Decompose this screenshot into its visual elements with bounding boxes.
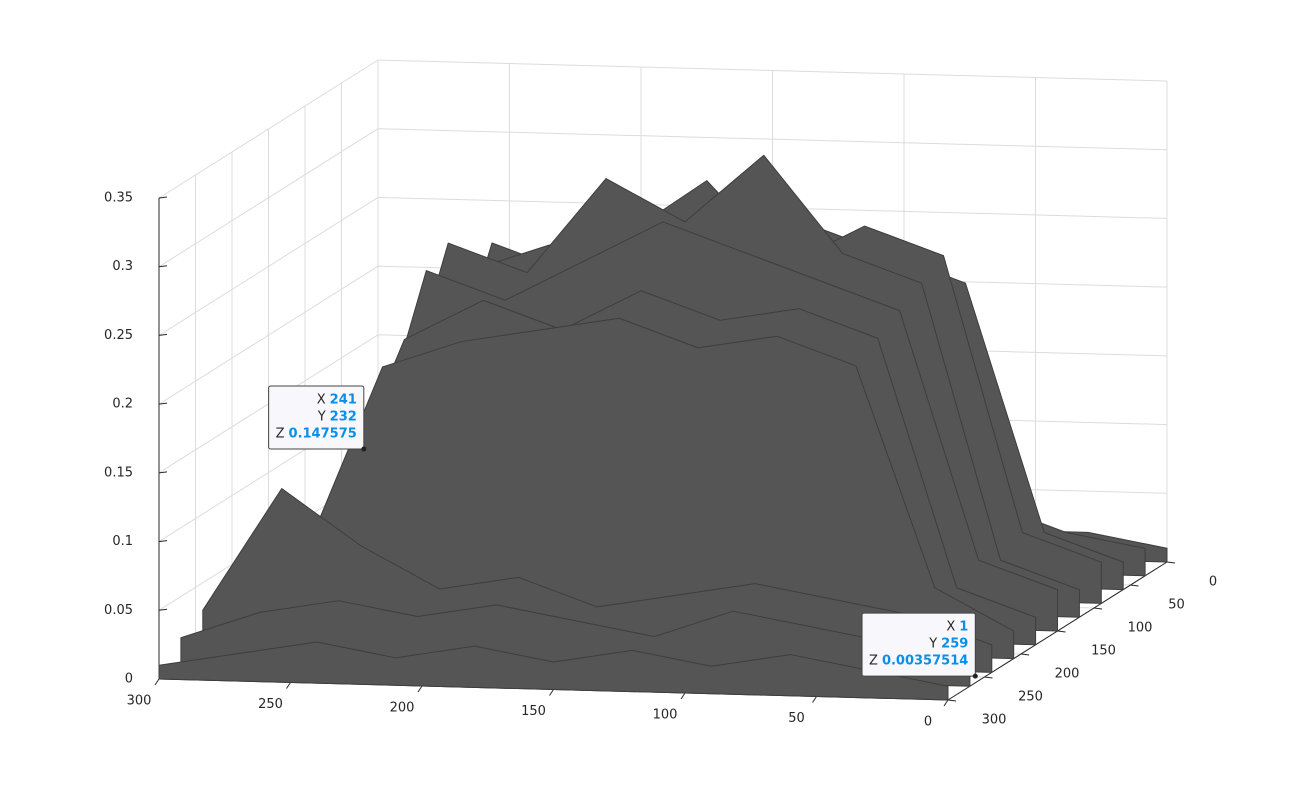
datatip-point	[972, 673, 978, 679]
x-tick	[154, 678, 160, 686]
y-tick	[984, 676, 993, 679]
z-tick-label: 0.15	[104, 465, 133, 480]
surface-strip	[158, 641, 949, 701]
z-tick-label: 0.05	[104, 603, 133, 618]
x-tick	[549, 689, 554, 696]
y-tick-label: 150	[1091, 644, 1116, 659]
x-tick	[812, 696, 817, 703]
datatip-value: 259	[941, 637, 968, 652]
datatip-value: 232	[330, 410, 357, 425]
y-tick-label: 250	[1018, 690, 1043, 705]
z-tick-label: 0	[125, 672, 133, 687]
x-tick	[680, 692, 686, 700]
datatip: X 1 Y 259 Z 0.00357514	[861, 612, 978, 679]
z-tick	[158, 471, 168, 474]
y-tick-label: 300	[982, 713, 1007, 728]
datatip-box	[268, 385, 365, 450]
x-tick-label: 50	[788, 711, 805, 726]
x-tick-label: 100	[653, 708, 678, 723]
x-tick-label: 150	[521, 704, 546, 719]
datatip-box	[861, 612, 976, 677]
datatip-value: 0.147575	[289, 427, 357, 442]
y-tick-label: 100	[1128, 621, 1153, 636]
x-tick	[417, 685, 423, 693]
z-tick	[158, 265, 168, 268]
z-tick	[158, 402, 168, 405]
datatip-label: X	[317, 393, 326, 408]
x-tick-label: 200	[390, 701, 415, 716]
z-tick	[158, 196, 168, 199]
datatip: X 241 Y 232 Z 0.147575	[268, 385, 367, 452]
y-tick-label: 0	[1209, 575, 1217, 590]
datatip-label: X	[946, 620, 955, 635]
y-tick-label: 50	[1168, 598, 1185, 613]
z-tick	[158, 333, 168, 336]
y-tick	[1166, 561, 1176, 564]
datatip-label: Y	[928, 637, 937, 652]
x-tick	[286, 682, 291, 689]
datatip-value: 0.00357514	[882, 654, 968, 669]
x-tick-label: 300	[127, 694, 152, 709]
y-tick	[1057, 630, 1066, 633]
z-tick-label: 0.35	[104, 191, 133, 206]
y-tick	[1130, 584, 1139, 587]
z-tick-label: 0.1	[112, 534, 133, 549]
z-tick-label: 0.3	[112, 259, 133, 274]
y-tick	[1093, 607, 1103, 610]
datatip-label: Y	[317, 410, 326, 425]
datatip-label: Z	[276, 427, 285, 442]
y-tick	[947, 699, 957, 702]
y-tick-label: 200	[1055, 667, 1080, 682]
x-tick-label: 0	[924, 715, 932, 730]
x-tick-label: 250	[258, 697, 283, 712]
z-tick	[158, 608, 168, 611]
z-tick-label: 0.2	[112, 397, 133, 412]
z-tick	[158, 540, 168, 543]
y-tick	[1020, 653, 1030, 656]
datatip-value: 241	[330, 393, 357, 408]
z-tick-label: 0.25	[104, 328, 133, 343]
datatip-label: Z	[869, 654, 878, 669]
datatip-point	[361, 446, 367, 452]
x-tick	[943, 699, 949, 707]
datatip-value: 1	[959, 620, 968, 635]
